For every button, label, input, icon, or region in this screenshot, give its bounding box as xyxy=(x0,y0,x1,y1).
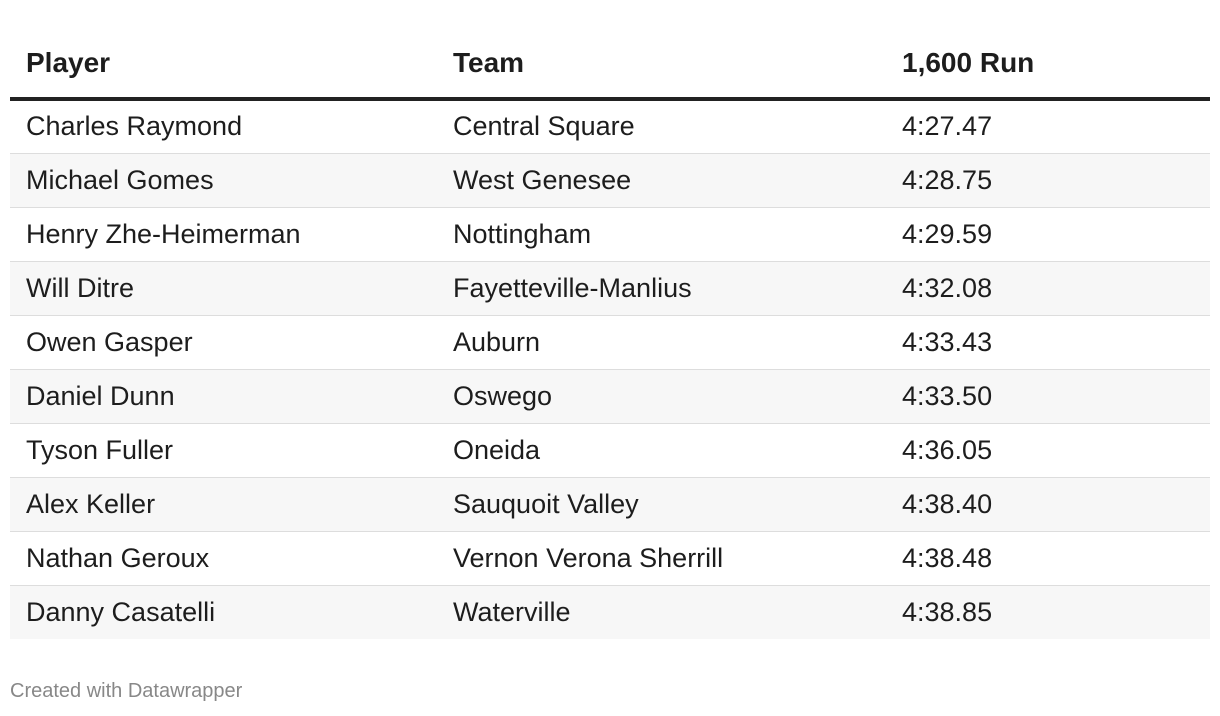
table-row: Charles Raymond Central Square 4:27.47 xyxy=(10,99,1210,154)
header-row: Player Team 1,600 Run xyxy=(10,0,1210,101)
table-cell: Michael Gomes xyxy=(10,153,437,208)
table-cell: Central Square xyxy=(437,99,886,154)
table-container: Player Team 1,600 Run Charles Raymond Centr… xyxy=(10,0,1210,639)
table-row: Nathan Geroux Vernon Verona Sherrill 4:38.… xyxy=(10,531,1210,586)
table-cell: Oswego xyxy=(437,369,886,424)
table-cell: Vernon Verona Sherrill xyxy=(437,531,886,586)
table-cell: 4:33.43 xyxy=(886,315,1210,370)
table-cell: Oneida xyxy=(437,423,886,478)
table-row: Owen Gasper Auburn 4:33.43 xyxy=(10,315,1210,370)
table-cell: Nottingham xyxy=(437,207,886,262)
table-cell: Waterville xyxy=(437,585,886,639)
table-cell: 4:36.05 xyxy=(886,423,1210,478)
column-header: Team xyxy=(437,0,886,101)
table-row: Daniel Dunn Oswego 4:33.50 xyxy=(10,369,1210,424)
table-cell: 4:33.50 xyxy=(886,369,1210,424)
table-row: Will Ditre Fayetteville-Manlius 4:32.08 xyxy=(10,261,1210,316)
table-cell: Will Ditre xyxy=(10,261,437,316)
table-cell: Danny Casatelli xyxy=(10,585,437,639)
table: Player Team 1,600 Run Charles Raymond Centr… xyxy=(10,0,1210,639)
table-cell: 4:28.75 xyxy=(886,153,1210,208)
table-cell: 4:27.47 xyxy=(886,99,1210,154)
table-cell: West Genesee xyxy=(437,153,886,208)
table-row: Michael Gomes West Genesee 4:28.75 xyxy=(10,153,1210,208)
table-cell: 4:38.85 xyxy=(886,585,1210,639)
table-row: Danny Casatelli Waterville 4:38.85 xyxy=(10,585,1210,639)
table-cell: Charles Raymond xyxy=(10,99,437,154)
table-cell: 4:38.48 xyxy=(886,531,1210,586)
credit: Created with Datawrapper xyxy=(10,680,243,702)
table-cell: 4:32.08 xyxy=(886,261,1210,316)
table-cell: 4:38.40 xyxy=(886,477,1210,532)
table-row: Henry Zhe-Heimerman Nottingham 4:29.59 xyxy=(10,207,1210,262)
table-cell: Tyson Fuller xyxy=(10,423,437,478)
column-header: 1,600 Run xyxy=(886,0,1210,101)
table-row: Tyson Fuller Oneida 4:36.05 xyxy=(10,423,1210,478)
table-cell: Henry Zhe-Heimerman xyxy=(10,207,437,262)
table-cell: 4:29.59 xyxy=(886,207,1210,262)
table-body: Charles Raymond Central Square 4:27.47 Mich… xyxy=(10,99,1210,639)
table-cell: Alex Keller xyxy=(10,477,437,532)
table-cell: Auburn xyxy=(437,315,886,370)
table-row: Alex Keller Sauquoit Valley 4:38.40 xyxy=(10,477,1210,532)
table-cell: Sauquoit Valley xyxy=(437,477,886,532)
table-cell: Fayetteville-Manlius xyxy=(437,261,886,316)
table-cell: Owen Gasper xyxy=(10,315,437,370)
column-header: Player xyxy=(10,0,437,101)
table-cell: Nathan Geroux xyxy=(10,531,437,586)
table-cell: Daniel Dunn xyxy=(10,369,437,424)
